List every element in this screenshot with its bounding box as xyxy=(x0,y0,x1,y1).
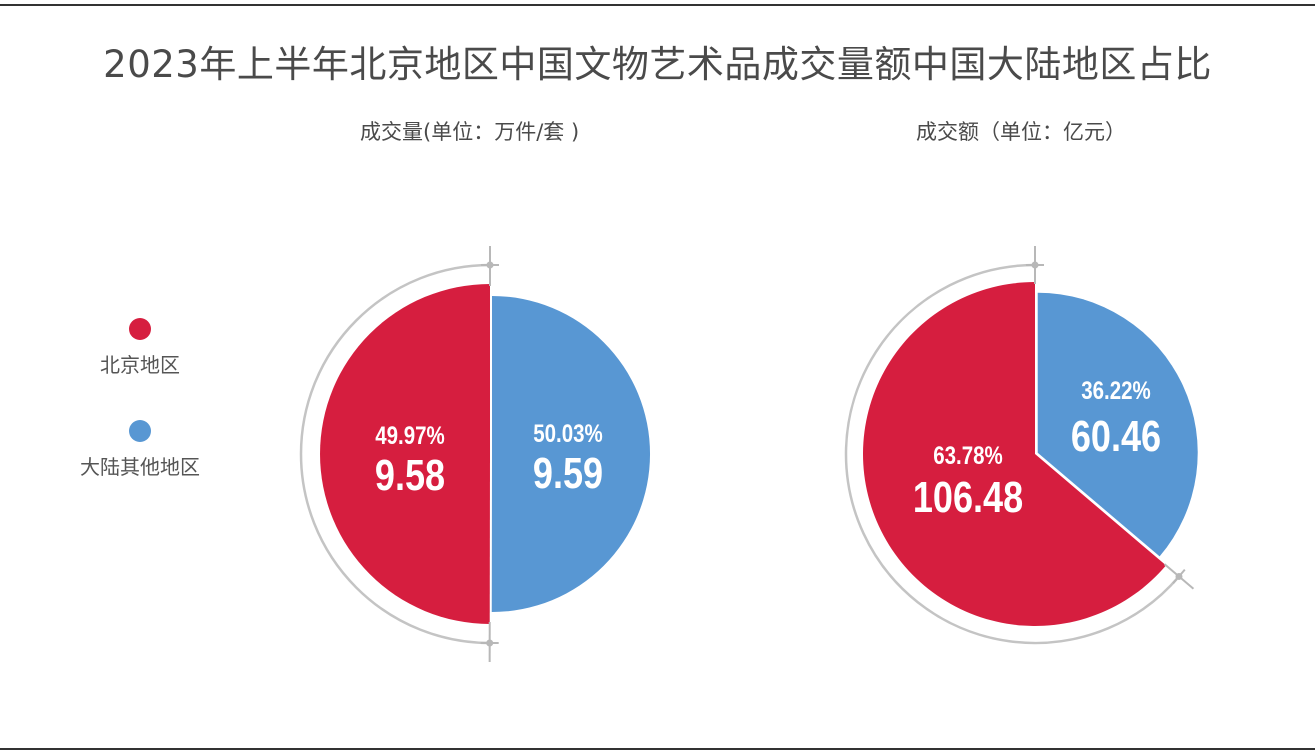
ring-dot-1-0 xyxy=(1031,261,1039,269)
percent-label-beijing-0: 49.97% xyxy=(375,421,445,449)
ring-dot-0-0 xyxy=(486,261,494,269)
legend-label-mainland-other: 大陆其他地区 xyxy=(80,455,200,479)
chart-title: 2023年上半年北京地区中国文物艺术品成交量额中国大陆地区占比 xyxy=(103,43,1212,86)
pie-slice-mainland-other-0 xyxy=(491,296,651,613)
subtitle-volume: 成交量(单位：万件/套 ) xyxy=(360,120,580,144)
value-label-beijing-1: 106.48 xyxy=(913,473,1023,522)
legend-label-beijing: 北京地区 xyxy=(100,353,180,377)
pie-slice-beijing-1 xyxy=(862,282,1167,626)
top-rule xyxy=(0,4,1315,6)
subtitle-amount: 成交额（单位：亿元） xyxy=(916,120,1126,144)
legend-swatch-beijing xyxy=(129,318,151,340)
ring-dot-0-1 xyxy=(486,639,494,647)
legend-item-mainland-other: 大陆其他地区 xyxy=(60,420,220,480)
outer-ring-0 xyxy=(299,263,491,645)
pie-slice-mainland-other-1 xyxy=(1037,292,1198,557)
percent-label-mainland-other-1: 36.22% xyxy=(1081,376,1151,404)
legend-swatch-mainland-other xyxy=(129,420,151,442)
value-label-mainland-other-1: 60.46 xyxy=(1071,412,1161,461)
percent-label-beijing-1: 63.78% xyxy=(933,441,1003,469)
legend-item-beijing: 北京地区 xyxy=(60,318,220,378)
bottom-rule xyxy=(0,748,1315,750)
outer-ring-1 xyxy=(844,263,1180,645)
percent-label-mainland-other-0: 50.03% xyxy=(533,419,603,447)
pie-slice-beijing-0 xyxy=(320,284,490,624)
value-label-mainland-other-0: 9.59 xyxy=(533,449,603,498)
value-label-beijing-0: 9.58 xyxy=(375,451,445,500)
ring-dot-1-1 xyxy=(1175,572,1183,580)
